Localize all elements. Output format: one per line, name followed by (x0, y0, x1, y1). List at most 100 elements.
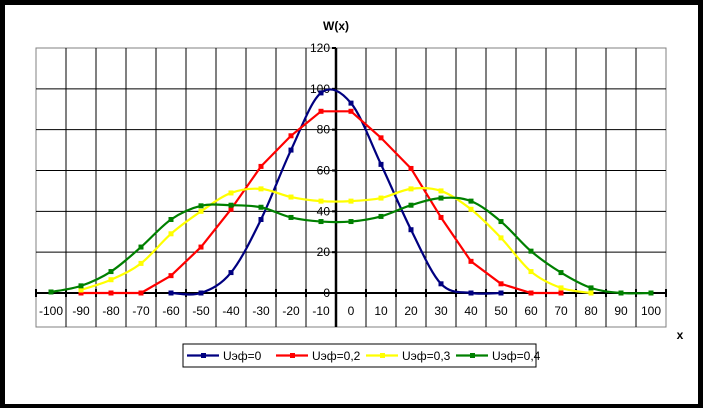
data-point (528, 248, 534, 254)
series-lines (48, 88, 654, 296)
legend-label: Uэф=0 (223, 349, 262, 363)
data-point (378, 135, 384, 141)
series-0 (168, 88, 504, 296)
y-tick-label: 60 (317, 164, 331, 178)
data-point (78, 287, 84, 293)
legend-box (182, 343, 537, 368)
x-tick-label: 70 (554, 304, 568, 318)
legend-label: Uэф=0,4 (492, 349, 541, 363)
data-point (138, 290, 144, 296)
data-point (468, 290, 474, 296)
x-tick-label: -10 (312, 304, 330, 318)
x-tick-label: 50 (494, 304, 508, 318)
data-point (258, 204, 264, 210)
data-point (228, 190, 234, 196)
data-point (498, 281, 504, 287)
y-tick-label: 40 (317, 204, 331, 218)
legend-swatch-marker (470, 353, 475, 358)
data-point (588, 290, 594, 296)
data-point (528, 269, 534, 275)
data-point (468, 258, 474, 264)
data-point (138, 244, 144, 250)
data-point (648, 290, 654, 296)
data-point (378, 161, 384, 167)
data-point (408, 165, 414, 171)
data-point (258, 163, 264, 169)
x-tick-label: -70 (132, 304, 150, 318)
data-point (558, 285, 564, 291)
data-point (108, 290, 114, 296)
data-point (318, 108, 324, 114)
data-point (558, 270, 564, 276)
data-point (348, 108, 354, 114)
x-tick-label: 60 (524, 304, 538, 318)
data-point (228, 202, 234, 208)
series-line (80, 187, 592, 295)
legend-label: Uэф=0,2 (312, 349, 361, 363)
data-point (168, 231, 174, 237)
data-point (318, 198, 324, 204)
x-tick-label: -20 (282, 304, 300, 318)
chart-title: W(x) (323, 19, 349, 33)
legend-item: Uэф=0,2 (276, 349, 361, 363)
x-tick-label: -80 (102, 304, 120, 318)
data-point (468, 206, 474, 212)
x-tick-label: 20 (404, 304, 418, 318)
data-point (198, 208, 204, 214)
x-tick-label: 80 (584, 304, 598, 318)
series-3 (48, 195, 654, 296)
x-tick-label: 100 (641, 304, 661, 318)
data-point (498, 290, 504, 296)
y-tick-label: 80 (317, 123, 331, 137)
data-point (198, 244, 204, 250)
data-point (588, 285, 594, 291)
x-tick-label: 10 (374, 304, 388, 318)
data-point (348, 100, 354, 106)
data-point (438, 195, 444, 201)
x-tick-label: -90 (72, 304, 90, 318)
data-point (228, 206, 234, 212)
y-tick-label: 20 (317, 245, 331, 259)
data-point (138, 260, 144, 266)
series-1 (78, 108, 564, 296)
data-point (228, 270, 234, 276)
data-point (558, 290, 564, 296)
data-point (348, 219, 354, 225)
legend-swatch-marker (380, 353, 385, 358)
x-tick-label: -100 (39, 304, 63, 318)
data-point (378, 213, 384, 219)
legend-label: Uэф=0,3 (402, 349, 451, 363)
x-tick-label: 40 (464, 304, 478, 318)
x-tick-labels: -100 -90 -80 -70 -60 -50 -40 -30 -20 -10 0 10 20 30 40… (39, 304, 661, 318)
y-tick-label: 100 (310, 82, 330, 96)
data-point (108, 269, 114, 275)
x-tick-label: 90 (614, 304, 628, 318)
y-tick-label: 0 (323, 286, 330, 300)
data-point (528, 290, 534, 296)
y-tick-label: 120 (310, 41, 330, 55)
data-point (408, 227, 414, 233)
x-tick-label: -40 (222, 304, 240, 318)
data-point (438, 214, 444, 220)
x-tick-label: -30 (252, 304, 270, 318)
x-tick-label: -50 (192, 304, 210, 318)
data-point (288, 194, 294, 200)
data-point (498, 219, 504, 225)
data-point (78, 290, 84, 296)
data-point (288, 133, 294, 139)
legend-item: Uэф=0,3 (366, 349, 451, 363)
data-point (48, 289, 54, 295)
legend-item: Uэф=0 (187, 349, 262, 363)
legend-item: Uэф=0,4 (456, 349, 541, 363)
data-point (168, 217, 174, 222)
data-point (408, 186, 414, 192)
x-tick-label: 30 (434, 304, 448, 318)
data-point (318, 219, 324, 225)
data-point (348, 198, 354, 204)
x-axis-label: x (677, 328, 684, 342)
data-point (168, 290, 174, 296)
data-point (378, 195, 384, 201)
x-tick-label: -60 (162, 304, 180, 318)
plot-area (35, 47, 667, 328)
